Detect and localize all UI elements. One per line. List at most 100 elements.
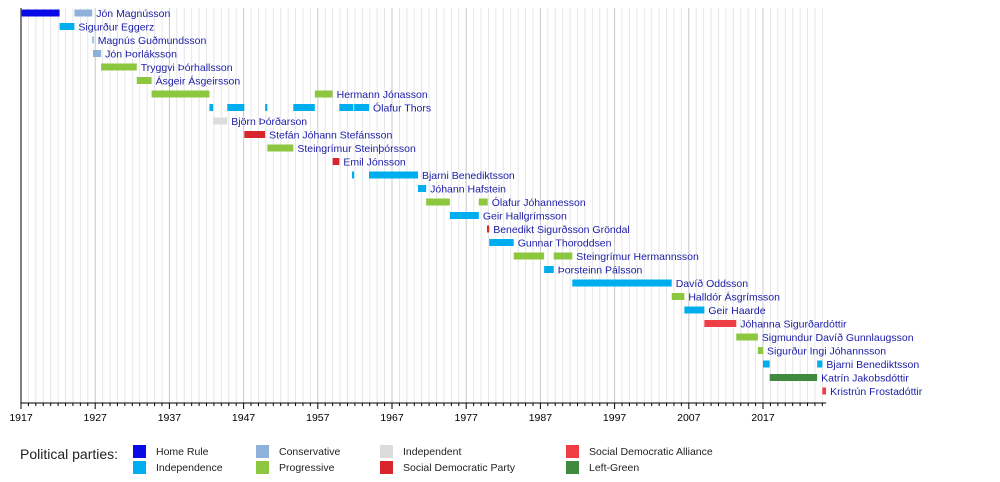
term-bar bbox=[486, 225, 490, 233]
pm-label: Halldór Ásgrímsson bbox=[688, 291, 780, 304]
legend-label: Conservative bbox=[279, 445, 341, 458]
legend-swatch bbox=[256, 461, 269, 474]
term-bar bbox=[513, 252, 545, 260]
term-bar bbox=[449, 212, 479, 219]
term-bar bbox=[209, 104, 214, 111]
term-bar bbox=[339, 104, 354, 111]
x-tick-label: 1957 bbox=[306, 412, 330, 424]
pm-label: Kristrún Frostadóttir bbox=[830, 386, 923, 398]
pm-label: Jóhanna Sigurðardóttir bbox=[740, 319, 847, 331]
term-bar bbox=[757, 347, 763, 354]
pm-label: Benedikt Sigurðsson Gröndal bbox=[493, 224, 630, 236]
x-tick-label: 1967 bbox=[380, 412, 404, 424]
pm-label: Emil Jónsson bbox=[343, 157, 406, 169]
term-bar bbox=[92, 50, 102, 57]
term-bar bbox=[151, 90, 210, 98]
legend-item-independent: Independent bbox=[380, 445, 461, 458]
pm-label: Ólafur Thors bbox=[373, 102, 431, 115]
term-bar bbox=[244, 131, 266, 138]
pm-label: Magnús Guðmundsson bbox=[98, 35, 207, 47]
term-bar bbox=[227, 104, 245, 111]
pm-label: Bjarni Benediktsson bbox=[826, 359, 919, 371]
x-tick-label: 1977 bbox=[455, 412, 479, 424]
legend-item-home-rule: Home Rule bbox=[133, 445, 209, 458]
pm-label: Davíð Oddsson bbox=[676, 278, 749, 290]
legend-item-conservative: Conservative bbox=[256, 445, 340, 458]
pm-label: Tryggvi Þórhallsson bbox=[141, 62, 233, 74]
legend-item-left-green: Left-Green bbox=[566, 461, 639, 474]
pm-label: Geir Haarde bbox=[708, 305, 765, 317]
term-bar bbox=[763, 360, 770, 368]
legend-item-sda: Social Democratic Alliance bbox=[566, 445, 713, 458]
term-bar bbox=[293, 104, 315, 111]
term-bar bbox=[74, 9, 93, 17]
term-bar bbox=[368, 171, 418, 179]
term-bar bbox=[572, 279, 672, 287]
pm-label: Steingrímur Hermannsson bbox=[576, 251, 699, 263]
x-tick-label: 1917 bbox=[9, 412, 33, 424]
term-bar bbox=[426, 198, 450, 206]
pm-label: Þorsteinn Pálsson bbox=[558, 265, 643, 277]
legend-swatch bbox=[133, 445, 146, 458]
legend-item-independence: Independence bbox=[133, 461, 223, 474]
legend-swatch bbox=[256, 445, 269, 458]
term-bar bbox=[59, 23, 75, 30]
legend-item-sdp: Social Democratic Party bbox=[380, 461, 515, 474]
pm-label: Sigurður Eggerz bbox=[78, 22, 154, 34]
legend-label: Progressive bbox=[279, 461, 335, 474]
legend-label: Independence bbox=[156, 461, 223, 474]
legend-label: Home Rule bbox=[156, 445, 209, 458]
term-bar bbox=[478, 198, 488, 206]
pm-label: Ásgeir Ásgeirsson bbox=[156, 75, 241, 88]
term-bar bbox=[736, 333, 758, 341]
term-bar bbox=[671, 293, 685, 300]
pm-label: Gunnar Thoroddsen bbox=[518, 238, 612, 250]
term-bar bbox=[21, 9, 60, 17]
x-tick-label: 1947 bbox=[232, 412, 256, 424]
term-bar bbox=[265, 104, 268, 111]
pm-label: Ólafur Jóhannesson bbox=[492, 196, 586, 209]
term-bar bbox=[769, 374, 818, 381]
pm-label: Jóhann Hafstein bbox=[430, 184, 506, 196]
term-bar bbox=[489, 239, 514, 246]
legend-swatch bbox=[566, 461, 579, 474]
legend-swatch bbox=[133, 461, 146, 474]
pm-label: Sigmundur Davíð Gunnlaugsson bbox=[762, 332, 914, 344]
timeline-chart: 1917 1927 1937 1947 1957 1967 1977 1987 1997 2007… bbox=[9, 8, 923, 424]
x-tick-label: 2007 bbox=[677, 412, 701, 424]
term-bar bbox=[136, 77, 152, 84]
term-bar bbox=[354, 104, 369, 111]
term-bar bbox=[267, 144, 294, 152]
pm-label: Jón Þorláksson bbox=[105, 49, 177, 61]
term-bar bbox=[213, 117, 228, 125]
term-bar bbox=[101, 63, 137, 71]
pm-label: Björn Þórðarson bbox=[231, 116, 307, 128]
pm-label: Jón Magnússon bbox=[96, 8, 170, 20]
legend-swatch bbox=[380, 445, 393, 458]
term-bar bbox=[684, 306, 705, 314]
legend-swatch bbox=[566, 445, 579, 458]
pm-label: Sigurður Ingi Jóhannsson bbox=[767, 346, 886, 358]
legend-item-progressive: Progressive bbox=[256, 461, 334, 474]
pm-label: Katrín Jakobsdóttir bbox=[821, 373, 909, 385]
legend-title: Political parties: bbox=[20, 446, 119, 462]
x-tick-label: 2017 bbox=[751, 412, 775, 424]
pm-label: Geir Hallgrímsson bbox=[483, 211, 567, 223]
pm-label: Hermann Jónasson bbox=[337, 89, 428, 101]
term-bar bbox=[332, 158, 340, 165]
x-tick-label: 1937 bbox=[158, 412, 182, 424]
pm-label: Bjarni Benediktsson bbox=[422, 170, 515, 182]
x-tick-label: 1997 bbox=[603, 412, 627, 424]
term-bar bbox=[544, 266, 554, 273]
x-tick-label: 1927 bbox=[84, 412, 108, 424]
legend-swatch bbox=[380, 461, 393, 474]
term-bar bbox=[704, 320, 737, 327]
term-bar bbox=[351, 171, 355, 179]
term-bar bbox=[817, 360, 823, 368]
legend-label: Social Democratic Alliance bbox=[589, 445, 713, 458]
x-tick-label: 1987 bbox=[529, 412, 553, 424]
term-bar bbox=[822, 387, 827, 395]
pm-label: Steingrímur Steinþórsson bbox=[297, 143, 416, 155]
pm-label: Stefán Jóhann Stefánsson bbox=[269, 130, 392, 142]
term-bar bbox=[553, 252, 573, 260]
